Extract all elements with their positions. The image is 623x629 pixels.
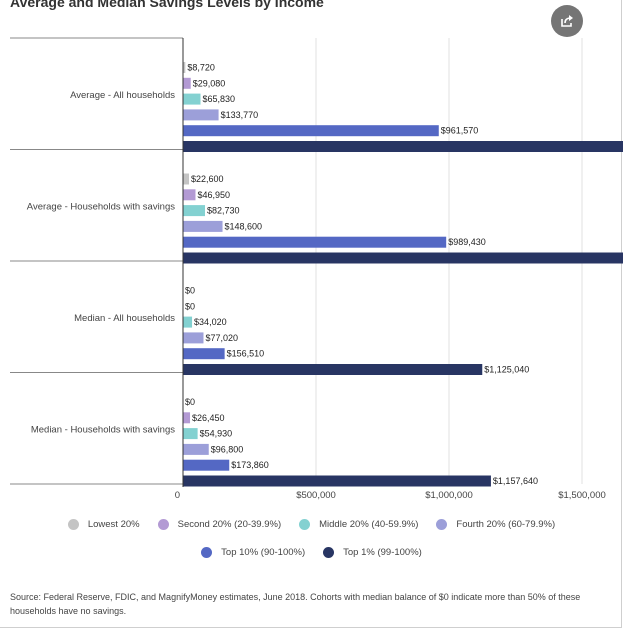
source-note: Source: Federal Reserve, FDIC, and Magni… (10, 592, 581, 616)
bar-value-label: $82,730 (207, 206, 240, 216)
bar-chart: 0$500,000$1,000,000$1,500,000$2,000,000$… (10, 37, 623, 501)
legend-swatch (323, 547, 335, 558)
bar (183, 236, 447, 248)
bar (183, 173, 190, 185)
bar-value-label: $1,157,640 (493, 476, 538, 486)
legend-item[interactable]: Top 10% (90-100%) (201, 547, 305, 558)
bar-value-label: $46,950 (197, 190, 230, 200)
page-title: Average and Median Savings Levels by Inc… (10, 0, 324, 10)
legend-label: Middle 20% (40-59.9%) (319, 519, 419, 530)
legend-label: Fourth 20% (60-79.9%) (456, 519, 556, 530)
legend-swatch (157, 519, 169, 530)
x-tick-label: $1,000,000 (425, 490, 473, 501)
legend-label: Lowest 20% (87, 519, 140, 530)
bar (183, 475, 491, 487)
bar-value-label: $54,930 (200, 429, 233, 439)
bar (183, 93, 201, 105)
bar (183, 220, 223, 232)
bar-value-label: $8,720 (187, 63, 215, 73)
legend-swatch (67, 519, 79, 530)
bar-value-label: $961,570 (441, 126, 479, 136)
bar-value-label: $34,020 (194, 317, 227, 327)
bar (183, 348, 225, 360)
bar-value-label: $22,600 (191, 174, 224, 184)
bar (183, 62, 186, 73)
bar (183, 364, 483, 375)
category-label: Average - All households (70, 90, 175, 101)
legend-swatch (201, 547, 213, 558)
bar (183, 125, 439, 137)
legend-item[interactable]: Fourth 20% (60-79.9%) (436, 519, 555, 530)
bar-value-label: $29,080 (193, 78, 226, 88)
bar (183, 109, 219, 121)
bar-value-label: $1,125,040 (484, 365, 529, 375)
bar (183, 459, 230, 471)
legend-row: Lowest 20% Second 20% (20-39.9%) Middle 20… (0, 519, 623, 530)
legend-swatch (299, 519, 311, 530)
share-button[interactable] (551, 5, 583, 37)
bar-value-label: $77,020 (205, 333, 238, 343)
category-label: Median - Households with savings (31, 424, 175, 435)
bar-value-label: $133,770 (221, 110, 259, 120)
bar-value-label: $26,450 (192, 413, 225, 423)
bar-value-label: $173,860 (231, 460, 269, 470)
bar (183, 252, 623, 264)
bar-value-label: $0 (185, 286, 195, 296)
bar-value-label: $0 (185, 301, 195, 311)
legend-swatch (436, 519, 448, 530)
bar (183, 316, 193, 328)
bar (183, 189, 196, 201)
legend-label: Second 20% (20-39.9%) (177, 519, 282, 530)
legend-row: Top 10% (90-100%) Top 1% (99-100%) (0, 547, 623, 558)
legend-item[interactable]: Top 1% (99-100%) (323, 547, 422, 558)
x-tick-label: $500,000 (296, 490, 336, 501)
bar-value-label: $148,600 (225, 221, 263, 231)
legend-label: Top 1% (99-100%) (343, 547, 422, 558)
bar (183, 443, 209, 455)
x-tick-label: $1,500,000 (558, 490, 606, 501)
legend-item[interactable]: Middle 20% (40-59.9%) (299, 519, 418, 530)
bar-value-label: $156,510 (227, 349, 265, 359)
bar-value-label: $0 (185, 397, 195, 407)
bar (183, 332, 204, 344)
category-label: Average - Households with savings (27, 201, 175, 212)
share-icon (561, 15, 573, 27)
bar-value-label: $96,800 (211, 444, 244, 454)
x-tick-label: 0 (175, 490, 180, 501)
bar-value-label: $989,430 (448, 237, 486, 247)
bar-value-label: $65,830 (203, 94, 236, 104)
legend-item[interactable]: Lowest 20% (67, 519, 140, 530)
bar (183, 205, 206, 217)
legend-item[interactable]: Second 20% (20-39.9%) (157, 519, 282, 530)
bar (183, 77, 191, 89)
bar (183, 141, 623, 152)
legend-label: Top 10% (90-100%) (221, 547, 306, 558)
bar (183, 412, 191, 424)
category-label: Median - All households (74, 313, 175, 324)
bar (183, 428, 198, 440)
